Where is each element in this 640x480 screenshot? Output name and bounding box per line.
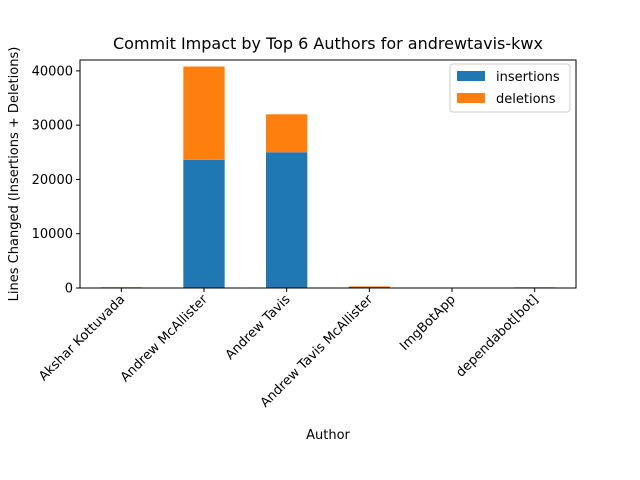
y-tick-label-4: 40000 bbox=[32, 64, 73, 79]
axes-frame bbox=[79, 59, 577, 289]
y-tick-label-0: 0 bbox=[65, 282, 73, 297]
x-tick-label-1: Andrew McAllister bbox=[118, 292, 211, 385]
plot-frame bbox=[79, 59, 577, 289]
y-axis-label: Lines Changed (Insertions + Deletions) bbox=[7, 47, 22, 302]
bar-deletions-3 bbox=[348, 286, 390, 287]
bar-insertions-1 bbox=[183, 159, 225, 288]
legend-label-deletions: deletions bbox=[496, 92, 556, 107]
x-tick-label-2: Andrew Tavis bbox=[223, 292, 294, 363]
legend-swatch-insertions bbox=[457, 71, 485, 81]
chart-title: Commit Impact by Top 6 Authors for andre… bbox=[113, 34, 543, 53]
x-tick-label-5: dependabot[bot] bbox=[453, 292, 541, 380]
y-tick-label-1: 10000 bbox=[32, 227, 73, 242]
y-axis: 0 10000 20000 30000 40000 bbox=[32, 64, 80, 297]
y-tick-label-2: 20000 bbox=[32, 173, 73, 188]
x-tick-label-4: ImgBotApp bbox=[397, 292, 459, 354]
legend-label-insertions: insertions bbox=[496, 70, 560, 85]
y-tick-label-3: 30000 bbox=[32, 119, 73, 134]
bar-deletions-1 bbox=[183, 66, 225, 160]
bar-insertions-3 bbox=[348, 286, 390, 288]
bars-layer bbox=[100, 66, 556, 288]
legend: insertions deletions bbox=[449, 63, 571, 113]
x-tick-label-0: Akshar Kottuvada bbox=[36, 292, 128, 384]
bar-deletions-2 bbox=[266, 114, 308, 153]
legend-swatch-deletions bbox=[457, 93, 485, 103]
bar-insertions-2 bbox=[266, 152, 308, 288]
x-axis-label: Author bbox=[306, 428, 350, 443]
